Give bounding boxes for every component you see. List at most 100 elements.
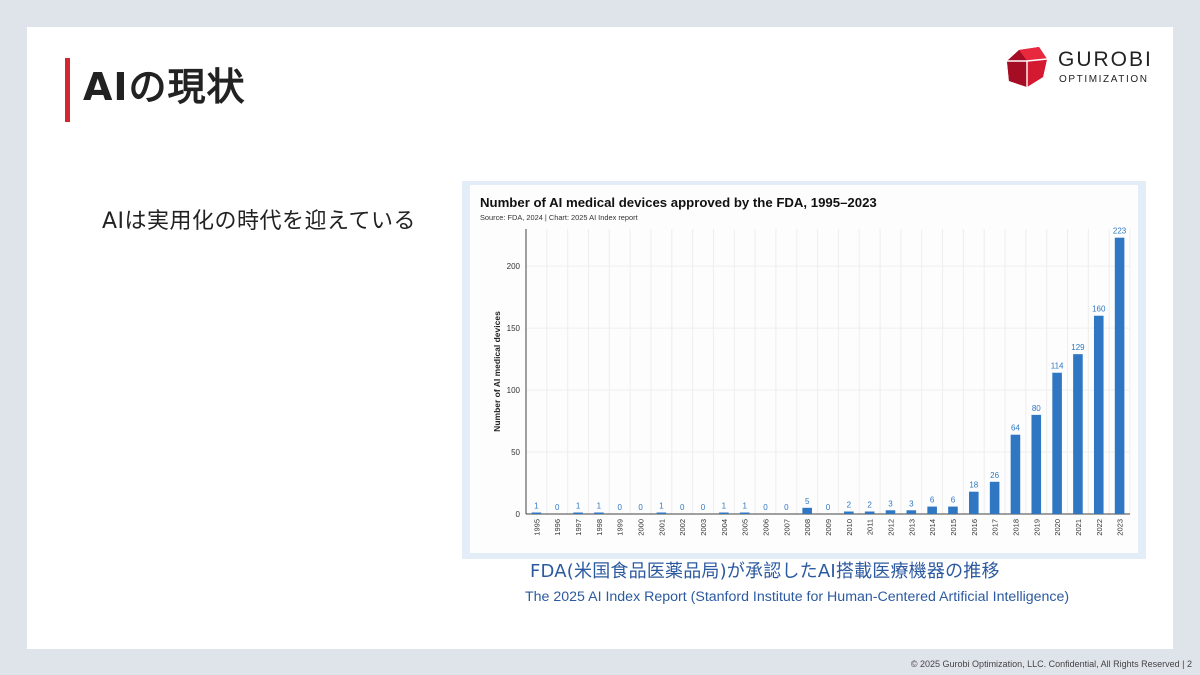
slide: AIの現状 GUROBI OPTIMIZATION AIは実用化の時代を迎えてい…	[27, 27, 1173, 649]
bar-value-label: 6	[930, 496, 935, 505]
bar	[989, 481, 1000, 514]
bar-value-label: 6	[951, 496, 956, 505]
x-tick-label: 1999	[616, 519, 625, 536]
bar-value-label: 5	[805, 497, 810, 506]
bar-value-label: 0	[701, 503, 706, 512]
y-axis-label: Number of AI medical devices	[492, 311, 502, 432]
bar-value-label: 0	[826, 503, 831, 512]
bar-value-label: 0	[638, 503, 643, 512]
bar-value-label: 18	[969, 481, 978, 490]
y-tick-label: 100	[507, 386, 521, 395]
gurobi-cube-icon	[1007, 47, 1048, 87]
bar-value-label: 3	[909, 499, 914, 508]
bar	[1052, 372, 1062, 514]
bar-value-label: 160	[1092, 305, 1106, 314]
bar-value-label: 80	[1032, 404, 1041, 413]
bar	[1031, 414, 1042, 514]
gurobi-logo: GUROBI OPTIMIZATION	[1005, 47, 1165, 91]
bar-value-label: 26	[990, 471, 999, 480]
title-accent-bar	[65, 58, 70, 122]
bar-value-label: 3	[888, 499, 893, 508]
bar	[1093, 315, 1104, 514]
bar-value-label: 223	[1113, 227, 1127, 236]
lead-statement: AIは実用化の時代を迎えている	[102, 209, 416, 234]
bar	[656, 512, 667, 514]
bar	[948, 506, 958, 514]
x-tick-label: 2003	[699, 519, 708, 536]
x-tick-label: 2021	[1074, 519, 1083, 536]
x-tick-label: 2012	[886, 519, 895, 536]
bar	[719, 512, 729, 514]
bar	[885, 510, 896, 514]
x-tick-label: 2019	[1032, 519, 1041, 536]
x-tick-label: 2000	[637, 519, 646, 536]
x-tick-label: 2005	[741, 519, 750, 536]
x-tick-label: 2001	[657, 519, 666, 536]
bar	[1114, 237, 1125, 514]
logo-subtitle: OPTIMIZATION	[1059, 74, 1149, 85]
x-tick-label: 1995	[532, 519, 541, 536]
x-tick-label: 2007	[782, 519, 791, 536]
bar	[927, 506, 937, 514]
y-tick-label: 150	[507, 324, 521, 333]
x-tick-label: 2010	[845, 519, 854, 536]
x-tick-label: 2022	[1095, 519, 1104, 536]
x-tick-label: 2013	[907, 519, 916, 536]
bar-value-label: 129	[1071, 343, 1085, 352]
bar	[739, 512, 750, 514]
bar	[594, 512, 604, 514]
x-tick-label: 2006	[762, 519, 771, 536]
bar-value-label: 0	[680, 503, 685, 512]
x-tick-label: 1997	[574, 519, 583, 536]
x-tick-label: 2008	[803, 519, 812, 536]
bar	[844, 511, 854, 514]
bar-value-label: 0	[763, 503, 768, 512]
source-citation: The 2025 AI Index Report (Stanford Insti…	[525, 589, 1070, 605]
page-title: AIの現状	[83, 65, 246, 109]
bar	[573, 512, 583, 514]
x-tick-label: 2017	[991, 519, 1000, 536]
bar-value-label: 0	[555, 503, 560, 512]
bar-value-label: 64	[1011, 424, 1020, 433]
x-tick-label: 2016	[970, 519, 979, 536]
y-tick-label: 200	[507, 262, 521, 271]
bar-value-label: 1	[534, 502, 539, 511]
bar-value-label: 1	[597, 502, 602, 511]
x-tick-label: 2011	[866, 519, 875, 535]
chart-title: Number of AI medical devices approved by…	[480, 195, 877, 210]
footer-copyright: © 2025 Gurobi Optimization, LLC. Confide…	[910, 659, 1192, 669]
x-tick-label: 2004	[720, 519, 729, 536]
bar	[802, 507, 812, 514]
bar-value-label: 114	[1051, 362, 1064, 371]
bar-value-label: 1	[659, 502, 664, 511]
bar-value-label: 2	[847, 501, 852, 510]
chart-figure: 0 50 100 150 200 Number of AI medical devices…	[462, 181, 1146, 559]
chart-caption: FDA(米国食品医薬品局)が承認したAI搭載医療機器の推移	[530, 561, 1000, 582]
bar	[531, 512, 542, 514]
y-tick-label: 50	[511, 448, 520, 457]
x-tick-label: 1996	[553, 519, 562, 536]
bar	[1073, 354, 1083, 514]
y-tick-label: 0	[516, 510, 521, 519]
bar-value-label: 0	[617, 503, 622, 512]
bar-value-label: 1	[722, 502, 727, 511]
bar	[864, 511, 875, 514]
bar	[969, 491, 979, 514]
logo-name: GUROBI	[1058, 48, 1153, 71]
x-tick-label: 2023	[1116, 519, 1125, 536]
bar-value-label: 0	[784, 503, 789, 512]
bar-value-label: 1	[576, 502, 581, 511]
x-tick-label: 2009	[824, 519, 833, 536]
x-tick-label: 2020	[1053, 519, 1062, 536]
bar-value-label: 1	[742, 502, 747, 511]
x-tick-label: 1998	[595, 519, 604, 536]
x-tick-label: 2002	[678, 519, 687, 536]
chart-source: Source: FDA, 2024 | Chart: 2025 AI Index…	[480, 213, 638, 222]
x-tick-label: 2014	[928, 519, 937, 536]
bar	[906, 510, 917, 514]
x-tick-label: 2018	[1011, 519, 1020, 536]
chart-panel: 0 50 100 150 200 Number of AI medical devices…	[470, 185, 1138, 553]
bar-value-label: 2	[867, 501, 872, 510]
x-tick-label: 2015	[949, 519, 958, 536]
